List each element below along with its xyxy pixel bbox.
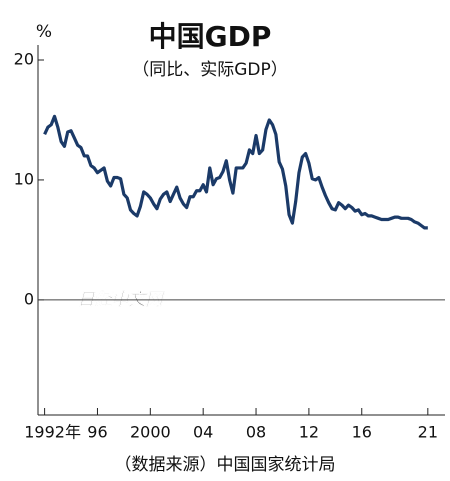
- y-tick-label: 10: [14, 169, 34, 188]
- data-line: [43, 114, 428, 230]
- y-tick-label: 20: [14, 49, 34, 68]
- source: （数据来源）中国国家统计局: [115, 455, 336, 475]
- chart-subtitle: （同比、实际GDP）: [132, 60, 288, 80]
- x-tick-label: 04: [193, 423, 213, 442]
- x-tick-label: 08: [246, 423, 266, 442]
- y-axis-label: %: [36, 22, 52, 42]
- x-tick-label: 2000: [130, 423, 171, 442]
- chart-title: 中国GDP: [149, 20, 272, 53]
- x-tick-label: 12: [299, 423, 319, 442]
- x-tick-label: 21: [418, 423, 438, 442]
- y-tick-label: 0: [24, 289, 34, 308]
- x-tick-label: 16: [352, 423, 372, 442]
- x-tick-label: 1992年: [24, 423, 81, 442]
- x-tick-label: 96: [87, 423, 107, 442]
